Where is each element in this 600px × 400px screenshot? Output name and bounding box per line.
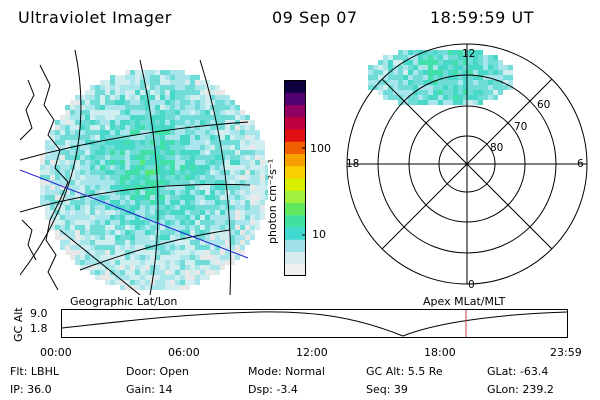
- timeline-xtick-0: 00:00: [40, 346, 72, 359]
- status-filter: Flt: LBHL: [10, 365, 59, 378]
- timeline-xtick-1: 06:00: [168, 346, 200, 359]
- polar-mlat-mlt-panel: [346, 43, 588, 285]
- colorbar-tick-10: 10: [312, 228, 326, 241]
- time-label: 18:59:59 UT: [430, 8, 534, 27]
- colorbar-tick-100: 100: [310, 142, 331, 155]
- coastline: [39, 64, 69, 291]
- mlat-label-80: 80: [490, 142, 504, 154]
- status-glat: GLat: -63.4: [487, 365, 549, 378]
- longitude-line: [139, 59, 159, 295]
- timeline-ytick-max: 9.0: [30, 307, 48, 320]
- latitude-line: [20, 183, 251, 213]
- status-door: Door: Open: [126, 365, 189, 378]
- colorbar-label: photon cm⁻²s⁻¹: [266, 158, 279, 244]
- mlat-label-60: 60: [537, 99, 551, 111]
- altitude-curve: [61, 311, 568, 337]
- mlt-label-18: 18: [346, 158, 360, 170]
- mlt-label-6: 6: [577, 158, 584, 170]
- status-gain: Gain: 14: [126, 383, 173, 396]
- timeline-xtick-3: 18:00: [424, 346, 456, 359]
- latitude-line: [79, 229, 231, 271]
- timeline-ytick-min: 1.8: [30, 322, 48, 335]
- mlt-label-12: 12: [462, 48, 476, 60]
- instrument-title: Ultraviolet Imager: [18, 8, 172, 27]
- date-label: 09 Sep 07: [272, 8, 358, 27]
- status-mode: Mode: Normal: [248, 365, 325, 378]
- timeline-ylabel: GC Alt: [12, 307, 25, 342]
- status-dsp: Dsp: -3.4: [248, 383, 298, 396]
- geographic-label: Geographic Lat/Lon: [70, 295, 178, 308]
- status-gc-alt: GC Alt: 5.5 Re: [366, 365, 443, 378]
- geographic-image-panel: [20, 50, 268, 295]
- latitude-line: [20, 121, 249, 161]
- auroral-emission-pixels: [368, 50, 513, 105]
- mlat-label-70: 70: [514, 121, 528, 133]
- longitude-line: [199, 59, 232, 295]
- auroral-emission-pixels: [40, 70, 268, 290]
- apex-label: Apex MLat/MLT: [423, 295, 506, 308]
- terminator-line: [20, 169, 249, 259]
- timeline-xtick-2: 12:00: [296, 346, 328, 359]
- longitude-line: [59, 229, 141, 295]
- coastline: [21, 219, 37, 261]
- status-seq: Seq: 39: [366, 383, 408, 396]
- mlt-label-0: 0: [468, 279, 475, 291]
- altitude-timeline: [61, 309, 568, 338]
- colorbar: [284, 80, 306, 276]
- coastline: [20, 79, 35, 141]
- status-glon: GLon: 239.2: [487, 383, 554, 396]
- status-ip: IP: 36.0: [10, 383, 52, 396]
- longitude-line: [20, 50, 82, 276]
- timeline-xtick-4: 23:59: [550, 346, 582, 359]
